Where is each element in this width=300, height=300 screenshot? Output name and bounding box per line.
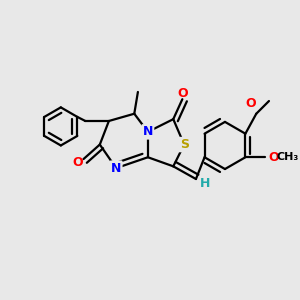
Text: O: O <box>177 87 188 100</box>
Text: N: N <box>111 162 121 175</box>
Text: N: N <box>143 125 153 138</box>
Text: O: O <box>245 97 256 110</box>
Text: O: O <box>73 156 83 169</box>
Text: CH₃: CH₃ <box>277 152 299 162</box>
Text: S: S <box>180 138 189 151</box>
Text: H: H <box>200 177 210 190</box>
Text: O: O <box>268 151 279 164</box>
